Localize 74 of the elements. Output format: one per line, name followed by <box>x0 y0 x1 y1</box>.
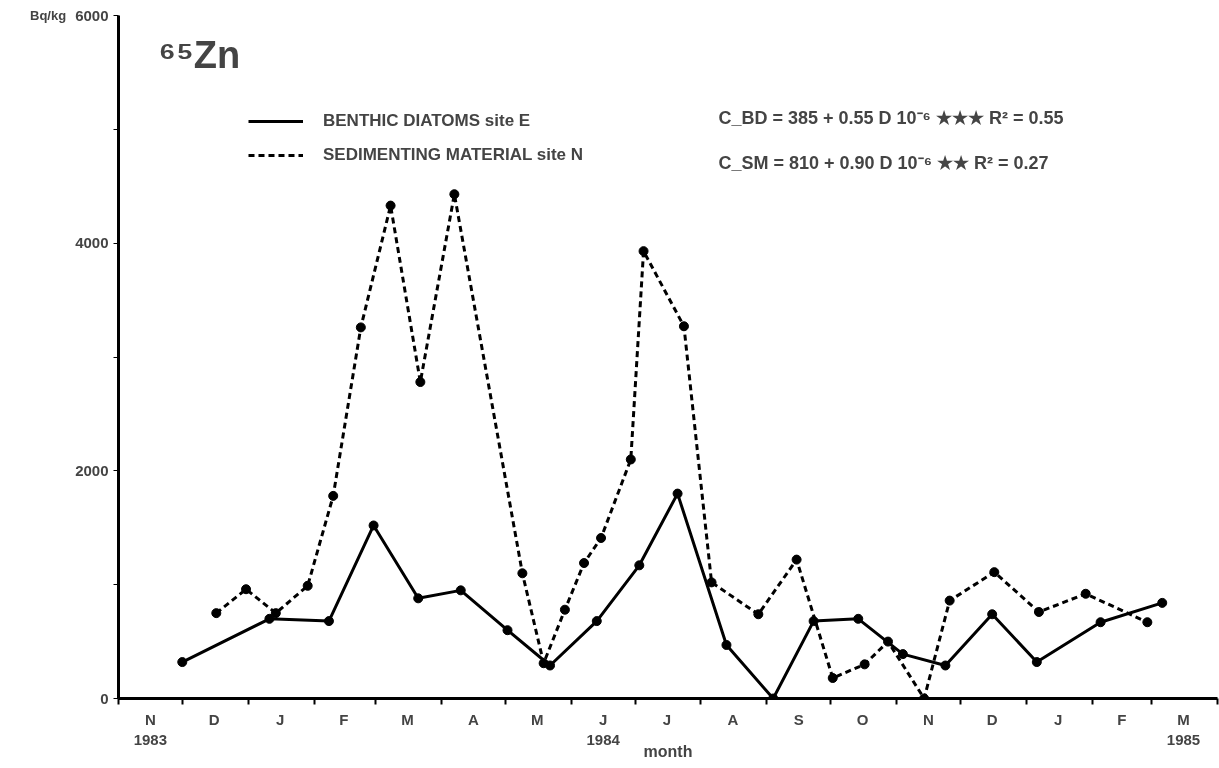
annotation: C_BD = 385 + 0.55 D 10⁻⁶ ★★★ R² = 0.55 <box>718 107 1064 128</box>
point <box>579 558 590 569</box>
point <box>1080 588 1091 599</box>
y-axis-title: Bq/kg <box>30 8 67 23</box>
point <box>721 640 732 650</box>
point <box>1031 657 1042 668</box>
point <box>944 595 955 606</box>
point <box>706 577 717 588</box>
annotation: C_SM = 810 + 0.90 D 10⁻⁶ ★★ R² = 0.27 <box>718 152 1049 173</box>
x-tick-label: A <box>468 710 480 728</box>
x-tick-label: M 1985 <box>1166 710 1201 748</box>
y-tick-label: 6000 <box>75 6 109 24</box>
legend-label: BENTHIC DIATOMS site E <box>323 111 531 131</box>
point <box>672 488 683 499</box>
point <box>449 189 460 200</box>
point <box>211 608 222 619</box>
y-tick-label: 0 <box>100 689 109 707</box>
point <box>634 560 645 571</box>
point <box>415 377 426 388</box>
point <box>1142 617 1153 628</box>
point <box>368 520 379 531</box>
point <box>241 584 252 595</box>
point <box>987 609 998 620</box>
point <box>897 649 908 660</box>
x-tick-label: F <box>339 710 349 728</box>
point <box>559 604 570 615</box>
point <box>940 660 951 671</box>
x-tick-label: F <box>1117 710 1127 728</box>
text: ⁶⁵Zn <box>158 33 241 76</box>
x-tick-label: J 1984 <box>586 710 621 748</box>
x-tick-label: J <box>275 710 285 728</box>
x-tick-label: D <box>986 710 998 728</box>
point <box>355 322 366 333</box>
y-tick-label: 2000 <box>75 461 109 479</box>
point <box>1157 597 1168 608</box>
x-tick-label: D <box>208 710 220 728</box>
point <box>753 609 764 620</box>
legend-label: SEDIMENTING MATERIAL site N <box>323 145 584 165</box>
point <box>989 567 1000 578</box>
point <box>625 454 636 465</box>
point <box>591 616 602 627</box>
point <box>883 636 894 647</box>
point <box>859 659 870 670</box>
point <box>596 533 607 543</box>
x-axis-title: month <box>643 742 693 760</box>
point <box>323 616 334 627</box>
point <box>177 657 188 668</box>
point <box>502 625 513 636</box>
y-tick-label: 4000 <box>75 234 109 252</box>
point <box>264 613 275 624</box>
x-tick-label: M <box>531 710 544 728</box>
point <box>517 568 528 579</box>
point <box>455 585 466 596</box>
point <box>302 580 313 591</box>
point <box>678 321 689 332</box>
point <box>413 593 424 604</box>
point <box>1033 607 1044 617</box>
x-tick-label: N <box>922 710 934 728</box>
x-tick-label: A <box>727 710 739 728</box>
x-tick-label: J <box>662 710 672 728</box>
point <box>1095 617 1106 628</box>
point <box>328 490 339 501</box>
point <box>827 673 838 683</box>
point <box>538 658 549 669</box>
x-tick-label: M <box>401 710 414 728</box>
x-tick-label: S <box>793 710 804 728</box>
x-tick-label: N 1983 <box>133 710 168 748</box>
point <box>385 200 396 211</box>
point <box>270 608 281 619</box>
point <box>853 613 864 624</box>
point <box>638 246 649 257</box>
x-tick-label: O <box>856 710 869 728</box>
x-tick-label: J <box>1053 710 1063 728</box>
point <box>791 554 802 565</box>
